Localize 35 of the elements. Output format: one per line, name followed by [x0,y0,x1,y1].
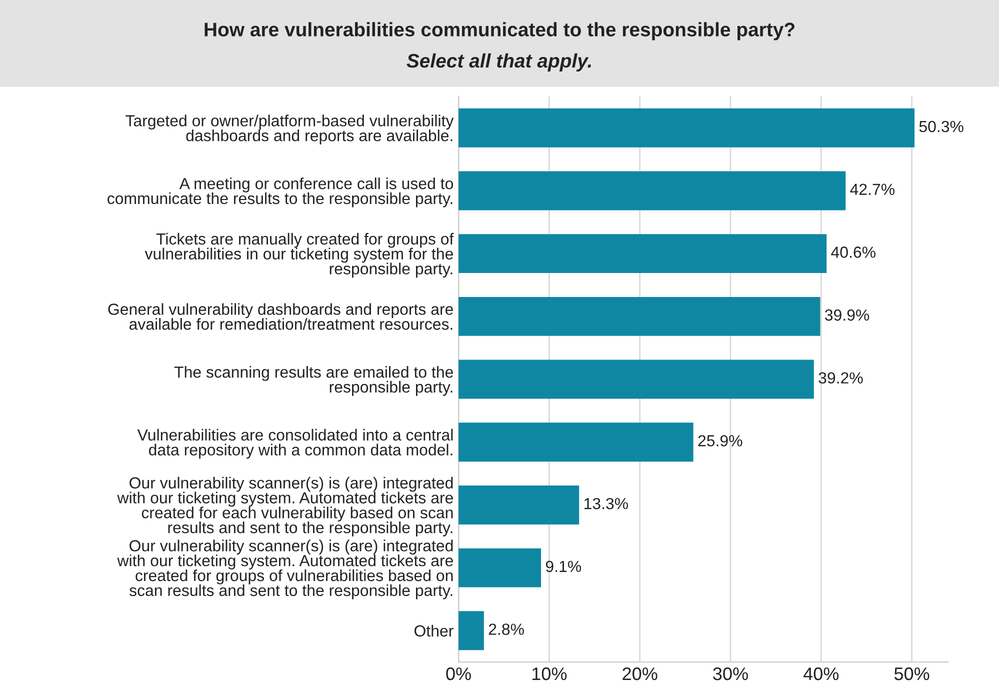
y-tick-label: Targeted or owner/platform-based vulnerability dashboards and reports are available. [126,114,454,144]
bar [458,422,694,462]
y-tick-label: General vulnerability dashboards and reports are available for remediation/treatment resources. [108,303,453,330]
data-label: 25.9% [698,435,742,446]
data-label: 39.2% [818,372,863,384]
data-label: 40.6% [831,246,876,258]
data-label: 2.8% [488,624,524,635]
bar [458,234,827,274]
x-tick-label: 50% [894,667,930,680]
bar [458,485,580,524]
data-label: 42.7% [850,184,895,195]
y-tick-label: Our vulnerability scanner(s) is (are) integrated with our ticketing system. Automated tickets are created for groups of vulnerabilities based on scan results and sent to the responsible party. [117,540,453,600]
bar [458,611,484,650]
bar [458,360,814,399]
y-tick-label: The scanning results are emailed to the responsible party. [174,366,453,396]
y-tick-label: Vulnerabilities are consolidated into a central data repository with a common data model. [137,428,453,459]
chart-subtitle: Select all that apply. [406,53,591,72]
y-tick-label: A meeting or conference call is used to communicate the results to the responsible party. [108,178,454,208]
y-tick-label: Tickets are manually created for groups of vulnerabilities in our ticketing system for the responsible party. [144,232,454,278]
x-tick-label: 0% [446,667,471,680]
bar [458,296,820,336]
x-tick-label: 40% [803,667,839,680]
data-label: 39.9% [825,309,870,321]
y-tick-label: Other [414,624,454,637]
y-tick-label: Our vulnerability scanner(s) is (are) integrated with our ticketing system. Automated tickets are created for each vulnerability based on scan results and sent to the responsible party. [117,476,453,536]
x-tick-label: 30% [713,667,748,680]
data-label: 9.1% [546,560,582,572]
data-label: 50.3% [919,120,964,132]
bar [458,108,915,148]
chart-title: How are vulnerabilities communicated to the responsible party? [204,22,794,40]
x-tick-label: 20% [622,667,658,680]
data-label: 13.3% [584,498,628,510]
bar [458,171,846,210]
bar [458,548,542,588]
x-tick-label: 10% [532,667,567,680]
